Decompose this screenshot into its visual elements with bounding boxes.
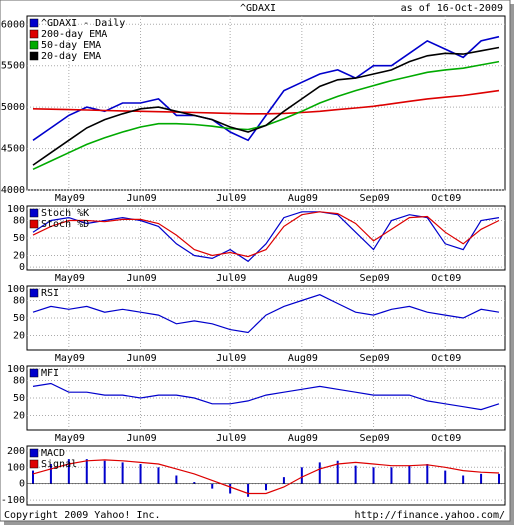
x-tick-label: May09 — [55, 353, 85, 364]
x-tick-label: Sep09 — [360, 433, 390, 444]
x-tick-label: May09 — [55, 433, 85, 444]
legend-label: Stoch %K — [41, 208, 89, 219]
x-tick-label: Oct09 — [431, 273, 461, 284]
panel — [26, 15, 506, 191]
legend-swatch — [29, 51, 39, 61]
x-tick-label: Jul09 — [216, 193, 246, 204]
y-tick-label: 20 — [13, 330, 25, 341]
x-tick-label: Jun09 — [127, 433, 157, 444]
y-tick-label: 80 — [13, 376, 25, 387]
legend-swatch — [29, 459, 39, 469]
footer-left: Copyright 2009 Yahoo! Inc. — [4, 510, 161, 521]
legend-label: Signal — [41, 459, 77, 470]
y-tick-label: 100 — [7, 204, 25, 215]
chart-subtitle: as of 16-Oct-2009 — [401, 3, 503, 14]
series-line — [32, 294, 500, 334]
y-tick-label: 50 — [13, 393, 25, 404]
legend-label: RSI — [41, 288, 59, 299]
y-tick-label: 80 — [13, 296, 25, 307]
x-tick-label: Jul09 — [216, 273, 246, 284]
x-tick-label: Aug09 — [288, 353, 318, 364]
legend-swatch — [29, 208, 39, 218]
panel — [26, 445, 506, 506]
legend-label: MFI — [41, 368, 59, 379]
x-tick-label: Aug09 — [288, 433, 318, 444]
x-tick-label: Jun09 — [127, 273, 157, 284]
x-tick-label: Jul09 — [216, 433, 246, 444]
y-tick-label: 200 — [7, 446, 25, 457]
y-tick-label: 0 — [19, 262, 25, 273]
legend-label: ^GDAXI - Daily — [41, 18, 125, 29]
series-line — [32, 459, 500, 495]
x-tick-label: May09 — [55, 273, 85, 284]
y-tick-label: 4500 — [1, 144, 25, 155]
x-tick-label: Sep09 — [360, 273, 390, 284]
series-line — [32, 35, 500, 142]
legend-label: 50-day EMA — [41, 40, 101, 51]
x-tick-label: Aug09 — [288, 193, 318, 204]
y-tick-label: 5500 — [1, 61, 25, 72]
series-line — [32, 89, 500, 115]
legend-label: Stoch %D — [41, 219, 89, 230]
x-tick-label: Sep09 — [360, 353, 390, 364]
x-tick-label: May09 — [55, 193, 85, 204]
y-tick-label: 20 — [13, 410, 25, 421]
legend-swatch — [29, 29, 39, 39]
legend-swatch — [29, 448, 39, 458]
legend-label: 20-day EMA — [41, 51, 101, 62]
x-tick-label: Jul09 — [216, 353, 246, 364]
x-tick-label: Jun09 — [127, 353, 157, 364]
y-tick-label: 6000 — [1, 19, 25, 30]
y-tick-label: 50 — [13, 313, 25, 324]
legend-label: 200-day EMA — [41, 29, 107, 40]
y-tick-label: -100 — [1, 495, 25, 506]
series-line — [32, 382, 500, 411]
y-tick-label: 0 — [19, 479, 25, 490]
x-tick-label: Jun09 — [127, 193, 157, 204]
y-tick-label: 80 — [13, 216, 25, 227]
legend-swatch — [29, 18, 39, 28]
footer-right: http://finance.yahoo.com/ — [354, 510, 505, 521]
x-tick-label: Sep09 — [360, 193, 390, 204]
x-tick-label: Aug09 — [288, 273, 318, 284]
x-tick-label: Oct09 — [431, 433, 461, 444]
y-tick-label: 100 — [7, 284, 25, 295]
y-tick-label: 100 — [7, 462, 25, 473]
panel — [26, 205, 506, 271]
y-tick-label: 50 — [13, 233, 25, 244]
panel — [26, 285, 506, 351]
x-tick-label: Oct09 — [431, 353, 461, 364]
series-line — [32, 211, 500, 258]
legend-swatch — [29, 219, 39, 229]
y-tick-label: 5000 — [1, 102, 25, 113]
x-tick-label: Oct09 — [431, 193, 461, 204]
legend-swatch — [29, 368, 39, 378]
series-line — [32, 46, 500, 166]
y-tick-label: 20 — [13, 250, 25, 261]
y-tick-label: 100 — [7, 364, 25, 375]
y-tick-label: 4000 — [1, 185, 25, 196]
chart-title: ^GDAXI — [240, 3, 276, 14]
legend-swatch — [29, 40, 39, 50]
panel — [26, 365, 506, 431]
legend-label: MACD — [41, 448, 65, 459]
legend-swatch — [29, 288, 39, 298]
